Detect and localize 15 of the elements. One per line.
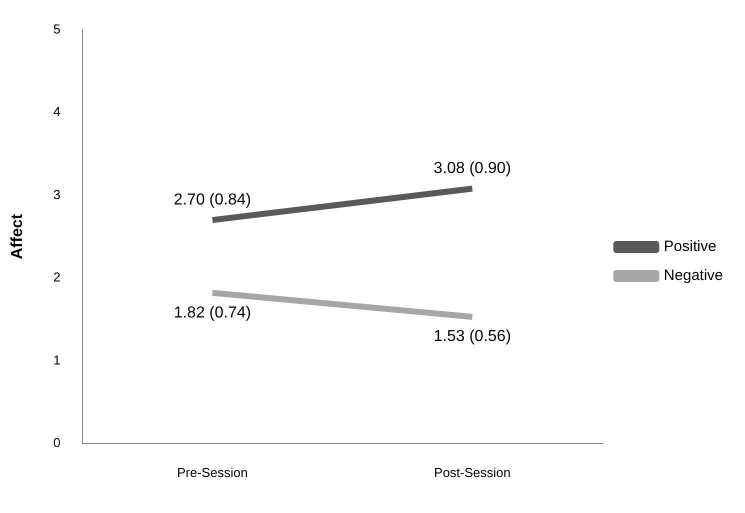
legend-label: Negative	[664, 267, 723, 284]
y-tick-label: 3	[53, 186, 60, 202]
data-label: 2.70 (0.84)	[174, 191, 252, 208]
data-label: 1.82 (0.74)	[174, 304, 252, 322]
y-tick-label: 1	[53, 352, 60, 368]
y-axis-title: Affect	[9, 213, 26, 260]
x-tick-label: Post-Session	[434, 464, 511, 480]
y-tick-label: 0	[53, 434, 60, 450]
data-label: 3.08 (0.90)	[434, 160, 512, 178]
x-tick-label: Pre-Session	[176, 464, 248, 480]
legend-label: Positive	[664, 238, 716, 256]
y-tick-label: 2	[53, 270, 60, 285]
data-label: 1.53 (0.56)	[434, 328, 512, 346]
y-tick-label: 5	[53, 21, 60, 36]
y-tick-label: 4	[53, 104, 60, 120]
